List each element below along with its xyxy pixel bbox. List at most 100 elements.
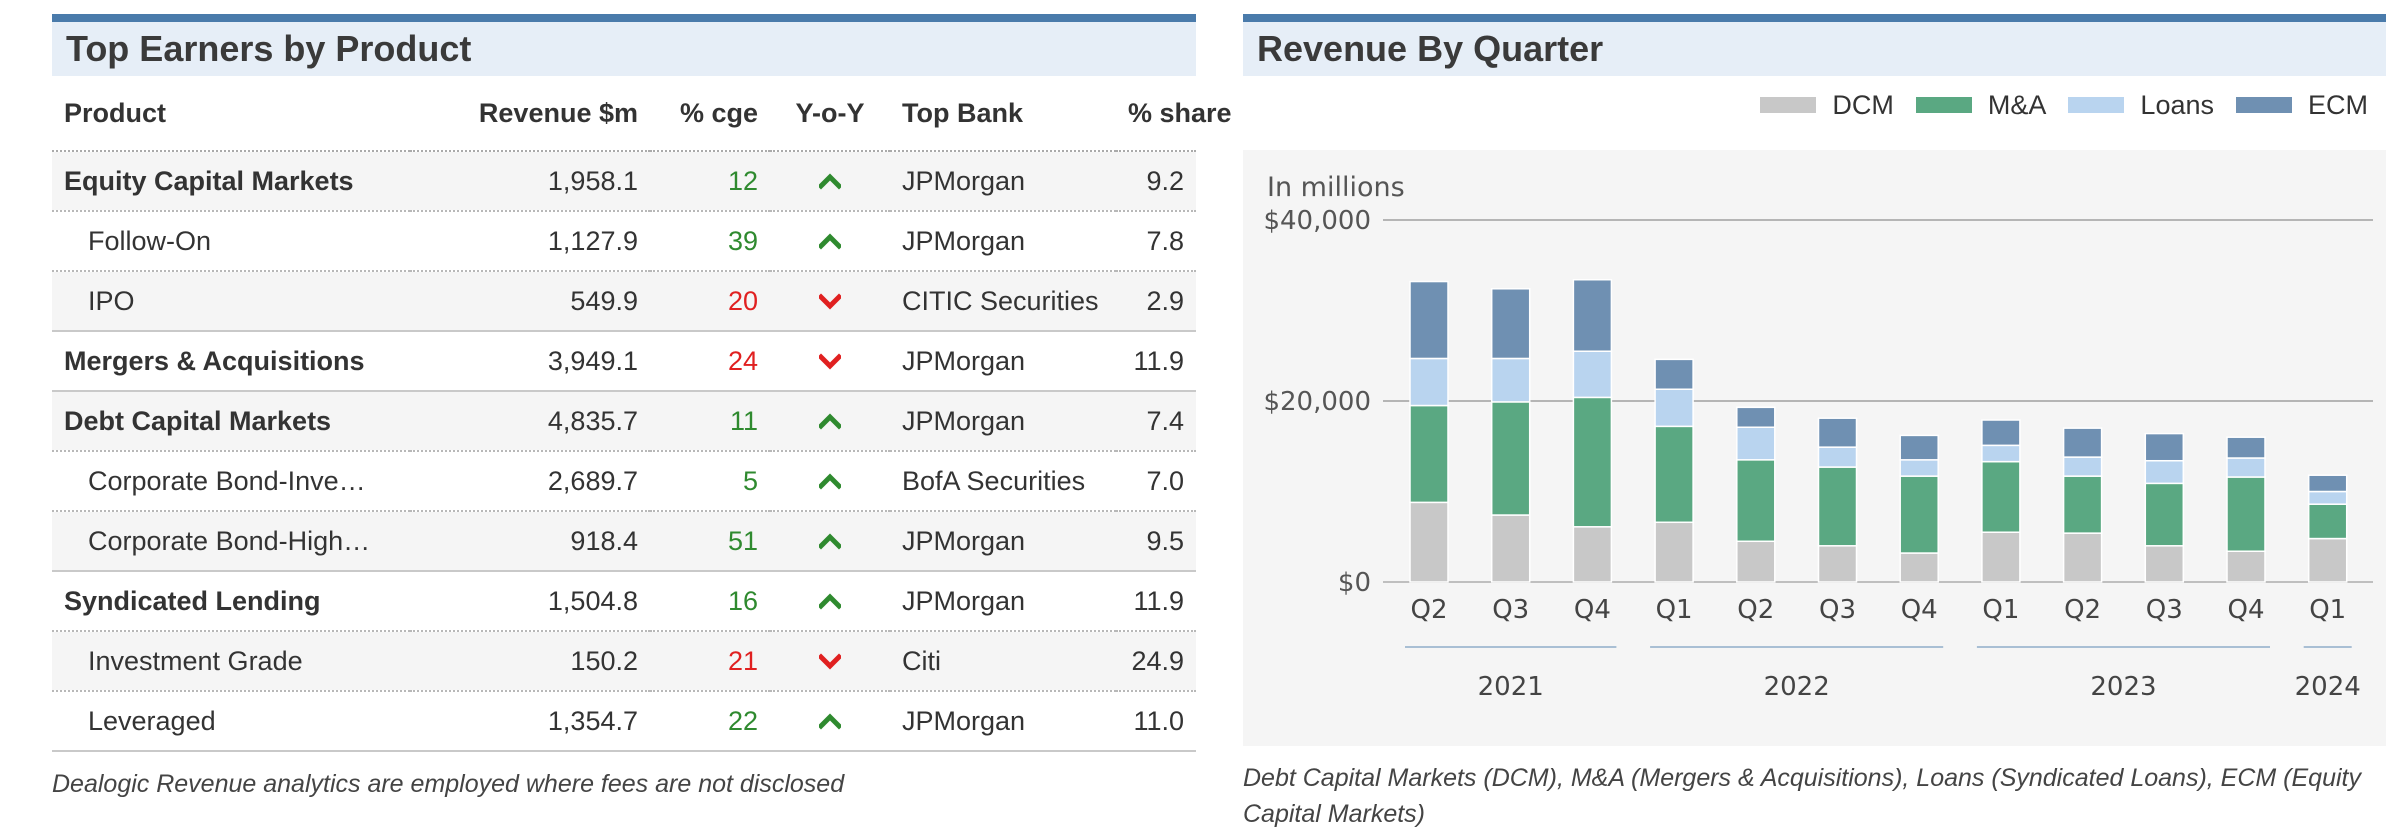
- bar-segment-manda: [1409, 404, 1449, 504]
- chart-legend: DCM M&A Loans ECM: [1243, 76, 2386, 134]
- top-bank-cell[interactable]: Citi: [890, 631, 1116, 692]
- product-cell[interactable]: Debt Capital Markets: [52, 391, 410, 452]
- product-cell[interactable]: Syndicated Lending: [52, 571, 410, 632]
- yoy-cell: [770, 391, 890, 452]
- bar-segment-dcm: [1817, 545, 1858, 583]
- legend-item[interactable]: Loans: [2068, 90, 2214, 121]
- bar-segment-manda: [1654, 425, 1694, 524]
- bar-segment-loans: [1736, 426, 1776, 461]
- column-header-revenue[interactable]: Revenue $m: [410, 76, 650, 152]
- top-bank-cell[interactable]: BofA Securities: [890, 451, 1116, 512]
- legend-swatch: [2236, 97, 2292, 113]
- table-row[interactable]: Syndicated Lending 1,504.8 16 JPMorgan 11.9: [52, 571, 1196, 632]
- change-cell: 51: [650, 511, 770, 572]
- legend-item[interactable]: DCM: [1760, 90, 1894, 121]
- arrow-down-icon: [819, 352, 841, 370]
- bar-segment-manda: [2062, 475, 2103, 534]
- product-cell[interactable]: Leveraged: [52, 691, 410, 752]
- bar-segment-manda: [2226, 476, 2266, 552]
- bar-segment-dcm: [1981, 531, 2021, 583]
- share-cell: 7.0: [1116, 451, 1196, 512]
- bar-segment-ecm: [1981, 419, 2021, 447]
- top-bank-cell[interactable]: JPMorgan: [890, 391, 1116, 452]
- column-header-yoy[interactable]: Y-o-Y: [770, 76, 890, 152]
- arrow-up-icon: [819, 712, 841, 730]
- bar-segment-loans: [1817, 446, 1858, 468]
- top-bank-cell[interactable]: JPMorgan: [890, 151, 1116, 212]
- table-row[interactable]: IPO 549.9 20 CITIC Securities 2.9: [52, 271, 1196, 332]
- top-bank-cell[interactable]: JPMorgan: [890, 211, 1116, 272]
- top-bank-cell[interactable]: CITIC Securities: [890, 271, 1116, 332]
- column-header-cge[interactable]: % cge: [650, 76, 770, 152]
- bar-segment-ecm: [2226, 436, 2266, 459]
- column-header-share[interactable]: % share: [1116, 76, 1232, 152]
- top-bank-cell[interactable]: JPMorgan: [890, 331, 1116, 392]
- change-cell: 20: [650, 271, 770, 332]
- bar-segment-ecm: [1736, 406, 1776, 428]
- change-cell: 5: [650, 451, 770, 512]
- bar-segment-manda: [1736, 459, 1776, 543]
- yoy-cell: [770, 451, 890, 512]
- arrow-down-icon: [819, 652, 841, 670]
- legend-item[interactable]: ECM: [2236, 90, 2368, 121]
- revenue-cell: 150.2: [410, 631, 650, 692]
- yoy-cell: [770, 151, 890, 212]
- bar-segment-loans: [2062, 456, 2103, 477]
- year-group-label: 2023: [2090, 672, 2156, 702]
- top-bank-cell[interactable]: JPMorgan: [890, 511, 1116, 572]
- y-tick-label: $20,000: [1263, 387, 1371, 417]
- x-tick-label: Q3: [2146, 595, 2183, 625]
- share-cell: 9.5: [1116, 511, 1196, 572]
- table-row[interactable]: Equity Capital Markets 1,958.1 12 JPMorgan 9…: [52, 151, 1196, 212]
- bar-segment-ecm: [1654, 358, 1694, 390]
- table-row[interactable]: Debt Capital Markets 4,835.7 11 JPMorgan 7.4: [52, 391, 1196, 452]
- product-cell[interactable]: Follow-On: [52, 211, 410, 272]
- top-bank-cell[interactable]: JPMorgan: [890, 571, 1116, 632]
- x-tick-label: Q1: [1656, 595, 1693, 625]
- change-cell: 21: [650, 631, 770, 692]
- top-bank-cell[interactable]: JPMorgan: [890, 691, 1116, 752]
- change-cell: 12: [650, 151, 770, 212]
- table-row[interactable]: Corporate Bond-Inve… 2,689.7 5 BofA Securit…: [52, 451, 1196, 512]
- column-header-top-bank[interactable]: Top Bank: [890, 76, 1116, 152]
- revenue-cell: 918.4: [410, 511, 650, 572]
- bar-segment-ecm: [1490, 288, 1531, 360]
- bar-segment-dcm: [1409, 501, 1449, 583]
- arrow-down-icon: [819, 292, 841, 310]
- bar-segment-dcm: [2144, 545, 2185, 583]
- bar-segment-ecm: [1572, 278, 1613, 352]
- bar-segment-ecm: [1899, 434, 1939, 461]
- arrow-up-icon: [819, 172, 841, 190]
- legend-swatch: [1760, 97, 1817, 113]
- x-tick-label: Q1: [2309, 595, 2346, 625]
- product-cell[interactable]: Equity Capital Markets: [52, 151, 410, 212]
- product-cell[interactable]: Investment Grade: [52, 631, 410, 692]
- table-row[interactable]: Follow-On 1,127.9 39 JPMorgan 7.8: [52, 211, 1196, 272]
- product-cell[interactable]: Corporate Bond-High…: [52, 511, 410, 572]
- bar-segment-loans: [2144, 459, 2185, 485]
- change-cell: 11: [650, 391, 770, 452]
- yoy-cell: [770, 571, 890, 632]
- table-row[interactable]: Leveraged 1,354.7 22 JPMorgan 11.0: [52, 691, 1196, 752]
- bar-segment-dcm: [2307, 537, 2348, 583]
- revenue-cell: 4,835.7: [410, 391, 650, 452]
- revenue-cell: 1,354.7: [410, 691, 650, 752]
- x-tick-label: Q3: [1819, 595, 1856, 625]
- product-cell[interactable]: Mergers & Acquisitions: [52, 331, 410, 392]
- table-row[interactable]: Investment Grade 150.2 21 Citi 24.9: [52, 631, 1196, 692]
- bar-segment-ecm: [2307, 474, 2348, 493]
- legend-label: Loans: [2140, 89, 2214, 120]
- bar-segment-ecm: [1817, 417, 1858, 448]
- table-row[interactable]: Mergers & Acquisitions 3,949.1 24 JPMorgan 1…: [52, 331, 1196, 392]
- product-cell[interactable]: IPO: [52, 271, 410, 332]
- revenue-cell: 1,958.1: [410, 151, 650, 212]
- bar-segment-loans: [2226, 457, 2266, 478]
- bar-segment-dcm: [1736, 540, 1776, 583]
- share-cell: 2.9: [1116, 271, 1196, 332]
- table-row[interactable]: Corporate Bond-High… 918.4 51 JPMorgan 9.5: [52, 511, 1196, 572]
- legend-item[interactable]: M&A: [1915, 90, 2046, 121]
- column-header-product[interactable]: Product: [52, 76, 410, 152]
- change-cell: 22: [650, 691, 770, 752]
- product-cell[interactable]: Corporate Bond-Inve…: [52, 451, 410, 512]
- chart-footnote: Debt Capital Markets (DCM), M&A (Mergers…: [1243, 764, 2361, 828]
